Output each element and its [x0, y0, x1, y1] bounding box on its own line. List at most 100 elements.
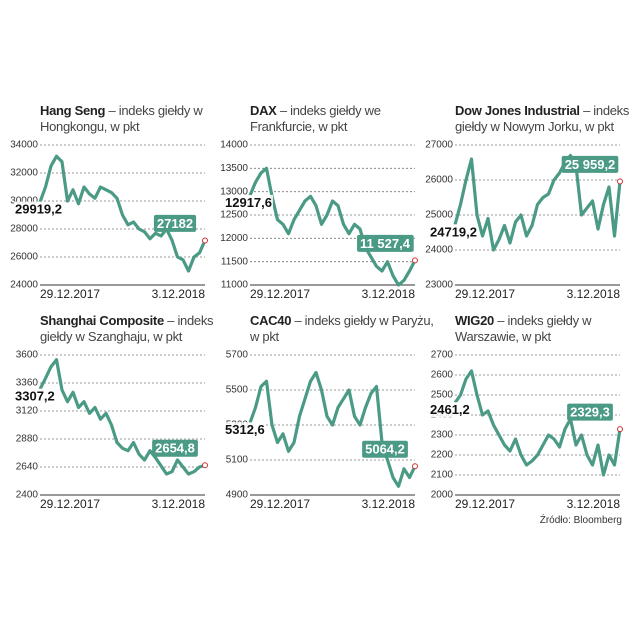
start-label: 2461,2: [430, 402, 470, 417]
y-tick-label: 4900: [226, 490, 249, 501]
y-tick-label: 2200: [431, 450, 454, 461]
y-tick-label: 2100: [431, 470, 454, 481]
end-marker: [202, 462, 208, 469]
title-sub: – indeks giełdy w Szanghaju, w pkt: [40, 313, 214, 344]
title-sub: – indeks giełdy w Hongkongu, w pkt: [40, 103, 203, 134]
price-line: [248, 370, 417, 488]
y-tick-label: 3360: [16, 378, 39, 389]
chart-title: Shanghai Composite – indeks giełdy w Sza…: [40, 313, 225, 345]
label-bg: [429, 224, 478, 240]
y-tick-label: 11500: [221, 256, 249, 267]
title-sub: – indeks giełdy w Warszawie, w pkt: [455, 313, 592, 344]
y-tick-label: 5700: [226, 350, 249, 361]
title-main: CAC40: [250, 313, 292, 328]
price-line: [248, 166, 417, 287]
y-tick-label: 24000: [10, 280, 38, 291]
y-tick-label: 3120: [16, 406, 39, 417]
label-box: [153, 214, 197, 232]
title-sub: – indeks giełdy w Nowym Jorku, w pkt: [455, 103, 630, 134]
end-label: 2654,8: [155, 441, 195, 456]
y-tick-label: 5500: [226, 385, 249, 396]
label-bg: [14, 201, 63, 217]
y-tick-label: 26000: [425, 175, 453, 186]
start-label: 12917,6: [225, 195, 272, 210]
y-tick-label: 12000: [220, 233, 248, 244]
label-bg: [14, 388, 56, 404]
chart-title: CAC40 – indeks giełdy w Paryżu, w pkt: [250, 313, 435, 345]
x-tick-label: 3.12.2018: [362, 287, 416, 301]
price-line: [453, 369, 622, 477]
end-label: 27182: [157, 216, 193, 231]
y-tick-label: 27000: [425, 140, 453, 151]
start-label: 29919,2: [15, 202, 62, 217]
x-tick-label: 3.12.2018: [567, 497, 621, 511]
y-tick-label: 2600: [431, 370, 454, 381]
chart-title: Hang Seng – indeks giełdy w Hongkongu, w…: [40, 103, 225, 135]
y-tick-label: 14000: [220, 140, 248, 151]
x-tick-label: 29.12.2017: [40, 497, 100, 511]
price-line: [38, 358, 206, 476]
label-box: [152, 439, 198, 457]
x-tick-label: 3.12.2018: [567, 287, 621, 301]
label-box: [357, 234, 414, 252]
end-marker: [202, 237, 208, 244]
y-tick-label: 3600: [16, 350, 39, 361]
chart-title: WIG20 – indeks giełdy w Warszawie, w pkt: [455, 313, 640, 345]
price-line: [453, 153, 622, 252]
y-tick-label: 2700: [431, 350, 454, 361]
label-bg: [224, 194, 273, 210]
x-tick-label: 3.12.2018: [362, 497, 416, 511]
x-tick-label: 29.12.2017: [40, 287, 100, 301]
y-tick-label: 2500: [431, 390, 454, 401]
y-tick-label: 13500: [220, 163, 248, 174]
y-tick-label: 2640: [16, 462, 39, 473]
end-marker: [412, 463, 418, 470]
start-label: 3307,2: [15, 389, 55, 404]
title-main: Shanghai Composite: [40, 313, 164, 328]
label-box: [561, 155, 619, 173]
y-tick-label: 2000: [431, 490, 454, 501]
price-line: [38, 154, 207, 273]
x-tick-label: 3.12.2018: [152, 497, 206, 511]
chart-title: DAX – indeks giełdy we Frankfurcie, w pk…: [250, 103, 435, 135]
source: Źródło: Bloomberg: [539, 515, 622, 526]
end-marker: [412, 257, 418, 264]
end-label: 2329,3: [570, 405, 610, 420]
end-label: 5064,2: [365, 442, 405, 457]
x-tick-label: 29.12.2017: [250, 497, 310, 511]
y-tick-label: 26000: [10, 252, 38, 263]
start-label: 5312,6: [225, 422, 265, 437]
label-box: [567, 403, 613, 421]
y-tick-label: 24000: [425, 245, 453, 256]
y-tick-label: 23000: [425, 280, 453, 291]
chart-title: Dow Jones Industrial – indeks giełdy w N…: [455, 103, 640, 135]
label-bg: [429, 402, 471, 418]
x-tick-label: 29.12.2017: [455, 497, 515, 511]
y-tick-label: 2880: [16, 434, 39, 445]
x-tick-label: 3.12.2018: [152, 287, 206, 301]
end-marker: [617, 178, 623, 185]
start-label: 24719,2: [430, 224, 477, 239]
label-box: [362, 440, 408, 458]
label-bg: [224, 422, 266, 438]
end-label: 11 527,4: [360, 236, 411, 251]
y-tick-label: 12500: [220, 210, 248, 221]
y-tick-label: 2300: [431, 430, 454, 441]
end-marker: [617, 426, 623, 433]
y-tick-label: 11000: [221, 280, 249, 291]
y-tick-label: 28000: [10, 224, 38, 235]
title-main: DAX: [250, 103, 277, 118]
x-tick-label: 29.12.2017: [250, 287, 310, 301]
title-main: Hang Seng: [40, 103, 106, 118]
y-tick-label: 30000: [10, 196, 38, 207]
title-main: Dow Jones Industrial: [455, 103, 580, 118]
end-label: 25 959,2: [565, 157, 616, 172]
y-tick-label: 2400: [16, 490, 39, 501]
y-tick-label: 13000: [220, 186, 248, 197]
title-sub: – indeks giełdy we Frankfurcie, w pkt: [250, 103, 381, 134]
y-tick-label: 25000: [425, 210, 453, 221]
y-tick-label: 32000: [10, 168, 38, 179]
y-tick-label: 34000: [10, 140, 38, 151]
